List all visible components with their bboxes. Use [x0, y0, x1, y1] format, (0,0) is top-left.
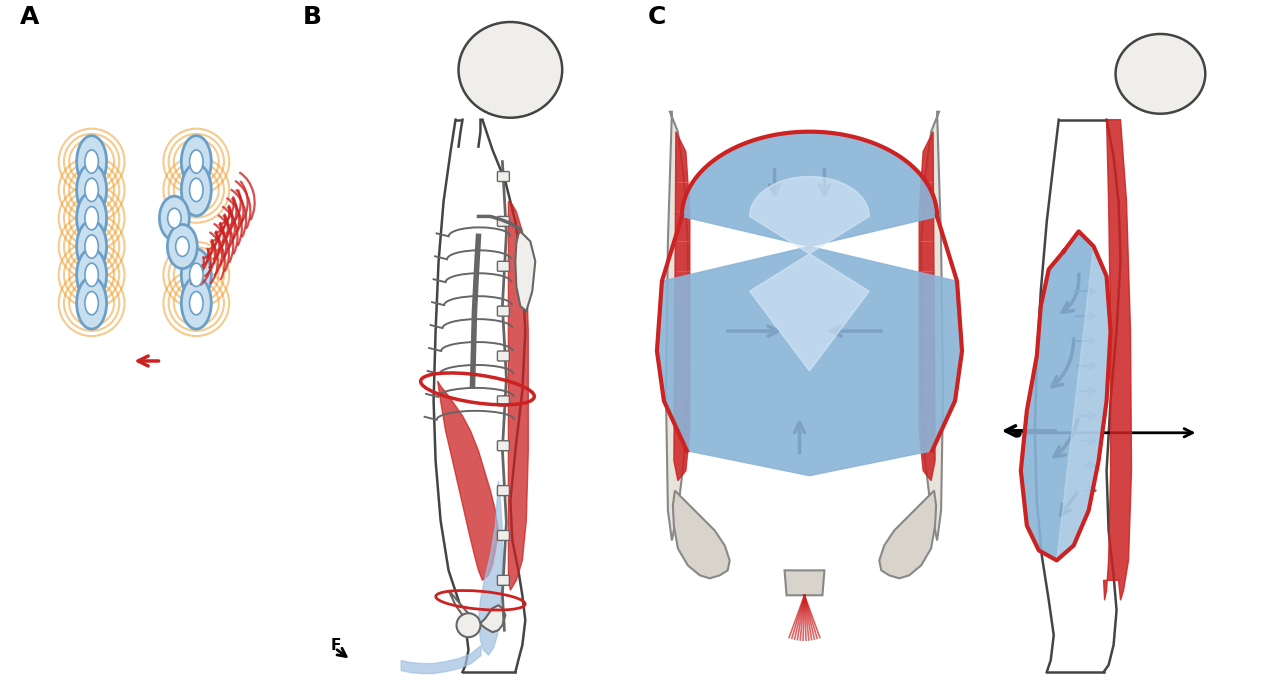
Polygon shape — [879, 491, 936, 579]
Ellipse shape — [190, 291, 203, 315]
Polygon shape — [784, 570, 825, 595]
Text: B: B — [303, 5, 322, 29]
Polygon shape — [921, 111, 943, 540]
Circle shape — [456, 613, 480, 637]
Polygon shape — [666, 111, 688, 540]
Ellipse shape — [77, 192, 106, 244]
FancyBboxPatch shape — [498, 396, 509, 406]
FancyBboxPatch shape — [498, 306, 509, 316]
Ellipse shape — [77, 277, 106, 329]
Ellipse shape — [190, 150, 203, 173]
Polygon shape — [674, 131, 689, 481]
Ellipse shape — [190, 263, 203, 286]
Polygon shape — [459, 120, 480, 147]
Ellipse shape — [167, 208, 181, 228]
Polygon shape — [449, 590, 506, 632]
Ellipse shape — [77, 136, 106, 188]
FancyBboxPatch shape — [498, 172, 509, 181]
Ellipse shape — [85, 263, 99, 286]
Ellipse shape — [167, 224, 198, 268]
Polygon shape — [433, 120, 526, 672]
Polygon shape — [516, 231, 535, 311]
Ellipse shape — [85, 235, 99, 258]
FancyBboxPatch shape — [498, 217, 509, 226]
Ellipse shape — [181, 136, 212, 188]
Polygon shape — [673, 491, 730, 579]
Ellipse shape — [181, 164, 212, 216]
Ellipse shape — [190, 179, 203, 201]
FancyBboxPatch shape — [498, 262, 509, 271]
Ellipse shape — [85, 150, 99, 173]
FancyBboxPatch shape — [498, 351, 509, 361]
Ellipse shape — [85, 206, 99, 230]
Ellipse shape — [77, 249, 106, 301]
Polygon shape — [1035, 120, 1120, 672]
Text: C: C — [647, 5, 666, 29]
Ellipse shape — [77, 221, 106, 273]
Ellipse shape — [176, 237, 189, 257]
FancyBboxPatch shape — [498, 531, 509, 540]
FancyBboxPatch shape — [498, 575, 509, 585]
Polygon shape — [437, 381, 498, 581]
Polygon shape — [919, 131, 935, 481]
Ellipse shape — [459, 22, 563, 118]
Polygon shape — [656, 131, 962, 475]
Polygon shape — [508, 201, 528, 590]
Ellipse shape — [1115, 34, 1205, 113]
Polygon shape — [1104, 120, 1131, 600]
Polygon shape — [1021, 231, 1111, 561]
Ellipse shape — [160, 196, 189, 240]
Ellipse shape — [181, 277, 212, 329]
Ellipse shape — [181, 249, 212, 301]
Polygon shape — [750, 176, 869, 371]
Polygon shape — [1057, 246, 1111, 561]
Text: F: F — [331, 638, 341, 653]
Ellipse shape — [77, 164, 106, 216]
Text: A: A — [20, 5, 39, 29]
Polygon shape — [479, 481, 503, 655]
FancyBboxPatch shape — [498, 441, 509, 450]
Ellipse shape — [85, 291, 99, 315]
FancyBboxPatch shape — [498, 486, 509, 495]
Ellipse shape — [85, 179, 99, 201]
